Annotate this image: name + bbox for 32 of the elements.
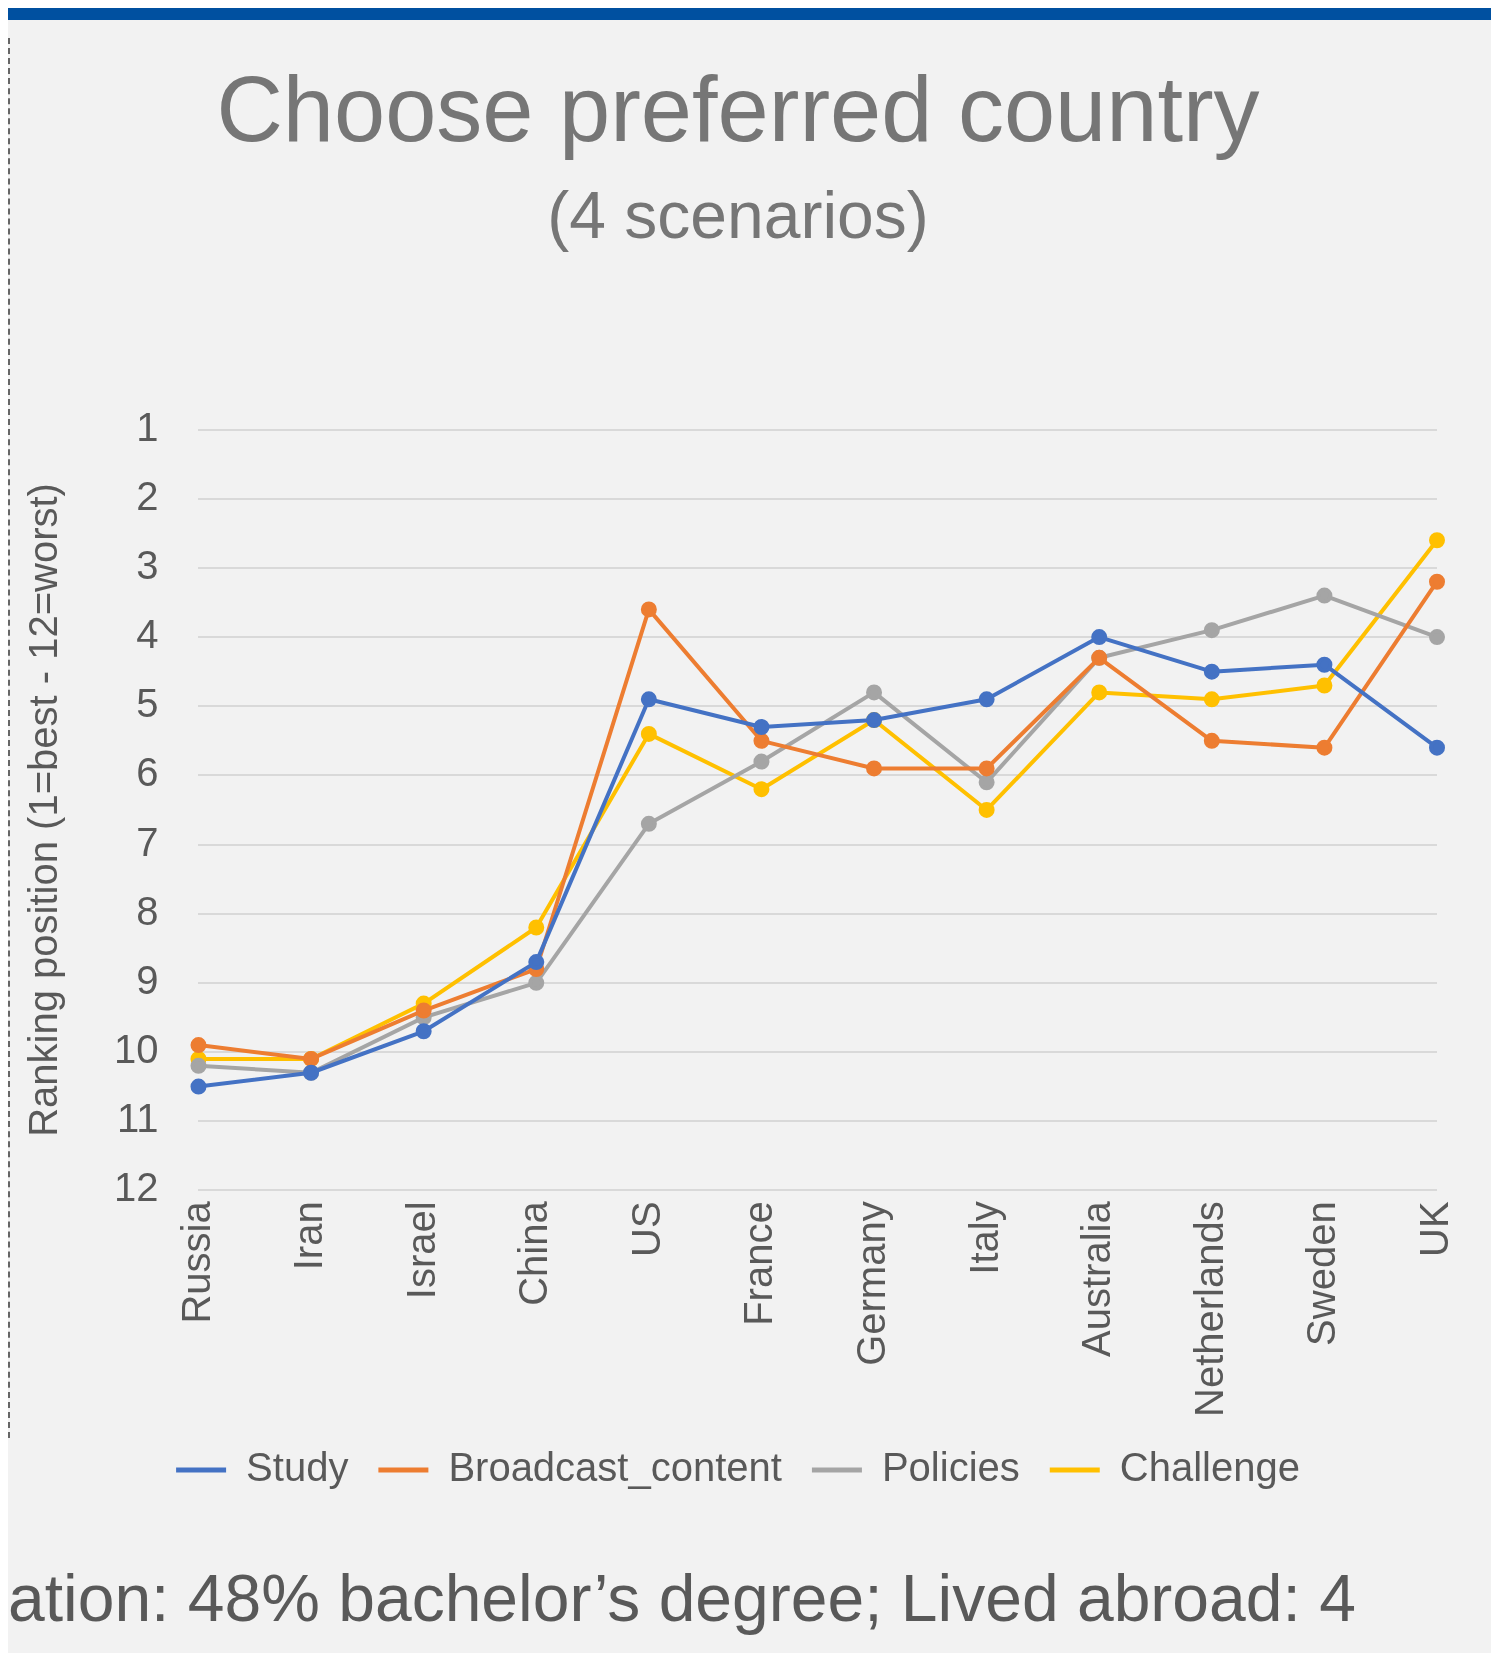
legend-label: Policies <box>881 1445 1020 1490</box>
x-tick-label: Russia <box>173 1200 218 1324</box>
y-tick-label: 2 <box>136 473 159 518</box>
y-tick-label: 11 <box>116 1096 159 1141</box>
x-tick-label: Iran <box>286 1201 331 1271</box>
x-tick-label: France <box>736 1201 781 1326</box>
y-tick-label: 5 <box>136 681 159 726</box>
y-tick-label: 1 <box>136 404 159 449</box>
x-tick-label: Australia <box>1074 1200 1119 1357</box>
y-tick-label: 8 <box>136 888 159 933</box>
y-tick-label: 12 <box>113 1165 159 1210</box>
chart-subtitle: (4 scenarios) <box>547 178 929 253</box>
x-tick-label: Netherlands <box>1186 1201 1231 1417</box>
x-tick-label: Sweden <box>1299 1201 1344 1346</box>
chart-title: Choose preferred country <box>216 57 1260 160</box>
x-tick-label: Italy <box>961 1201 1006 1275</box>
legend-label: Study <box>246 1445 349 1490</box>
y-tick-label: 10 <box>113 1027 159 1072</box>
y-tick-label: 3 <box>136 542 159 587</box>
y-tick-label: 6 <box>136 750 159 795</box>
text: ation: 48% bachelor’s degree; Lived abroad: 4 <box>8 1560 1357 1637</box>
x-tick-label: Israel <box>398 1201 443 1300</box>
x-tick-label: US <box>623 1201 668 1257</box>
legend-label: Broadcast_content <box>448 1445 782 1490</box>
y-axis-title: Ranking position (1=best - 12=worst) <box>21 483 66 1137</box>
x-tick-label: China <box>511 1200 556 1306</box>
y-tick-label: 7 <box>136 819 159 864</box>
y-tick-label: 4 <box>136 612 159 657</box>
y-tick-label: 9 <box>136 957 159 1002</box>
legend-label: Challenge <box>1119 1445 1300 1490</box>
x-tick-label: UK <box>1412 1201 1457 1257</box>
x-tick-label: Germany <box>849 1201 894 1366</box>
